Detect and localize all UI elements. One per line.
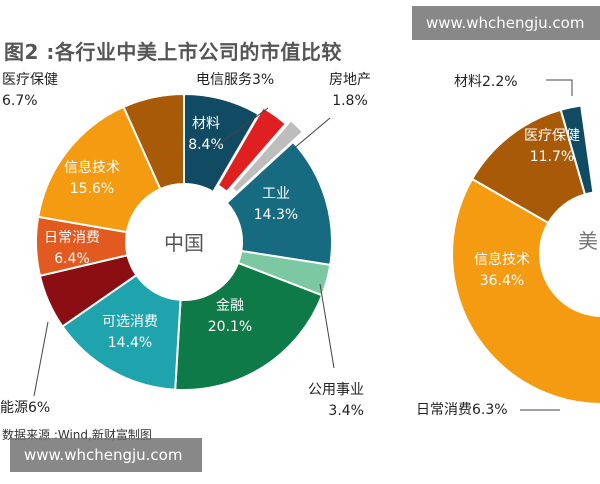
cn-label-9: 公用事业 3.4% <box>308 382 364 419</box>
cn-label-7: 电信服务3% <box>196 72 274 88</box>
cn-slice-3 <box>225 140 333 267</box>
cn-slice-6 <box>61 273 182 391</box>
us-label-2: 信息技术 36.4% <box>474 251 530 289</box>
cn-leader-utilities <box>319 283 335 369</box>
cn-label-3: 可选消费 14.4% <box>102 314 158 351</box>
cn-slice-10 <box>122 92 185 191</box>
cn-leader-energy <box>33 321 49 397</box>
cn-label-0: 材料 8.4% <box>188 116 224 153</box>
cn-center-label: 中国 <box>164 231 204 255</box>
us-label-1: 医疗保健 11.7% <box>524 128 580 165</box>
cn-leader-telecom <box>213 107 269 149</box>
cn-leader-realestate <box>291 117 331 151</box>
watermark-top: www.whchengju.com <box>412 6 600 40</box>
page-title: 图2 :各行业中美上市公司的市值比较 <box>4 40 342 64</box>
cn-label-4: 日常消费 6.4% <box>44 230 100 267</box>
cn-slice-1 <box>216 106 288 194</box>
us-center-label: 美 <box>578 229 598 253</box>
us-leader-materials <box>546 79 573 96</box>
cn-label-1: 工业 14.3% <box>254 186 298 223</box>
cn-label-10: 能源6% <box>0 400 50 416</box>
cn-label-8: 房地产 1.8% <box>329 72 371 109</box>
cn-label-2: 金融 20.1% <box>208 298 252 335</box>
cn-slice-9 <box>37 105 162 234</box>
cn-label-5: 信息技术 15.6% <box>64 159 120 197</box>
cn-label-6: 医疗保健 6.7% <box>2 72 58 109</box>
us-label-3: 日常消费6.3% <box>416 402 508 418</box>
us-label-0: 材料2.2% <box>454 74 518 90</box>
cn-slice-5 <box>174 261 324 391</box>
us-slice-2 <box>451 177 600 405</box>
watermark-bottom: www.whchengju.com <box>10 438 202 472</box>
